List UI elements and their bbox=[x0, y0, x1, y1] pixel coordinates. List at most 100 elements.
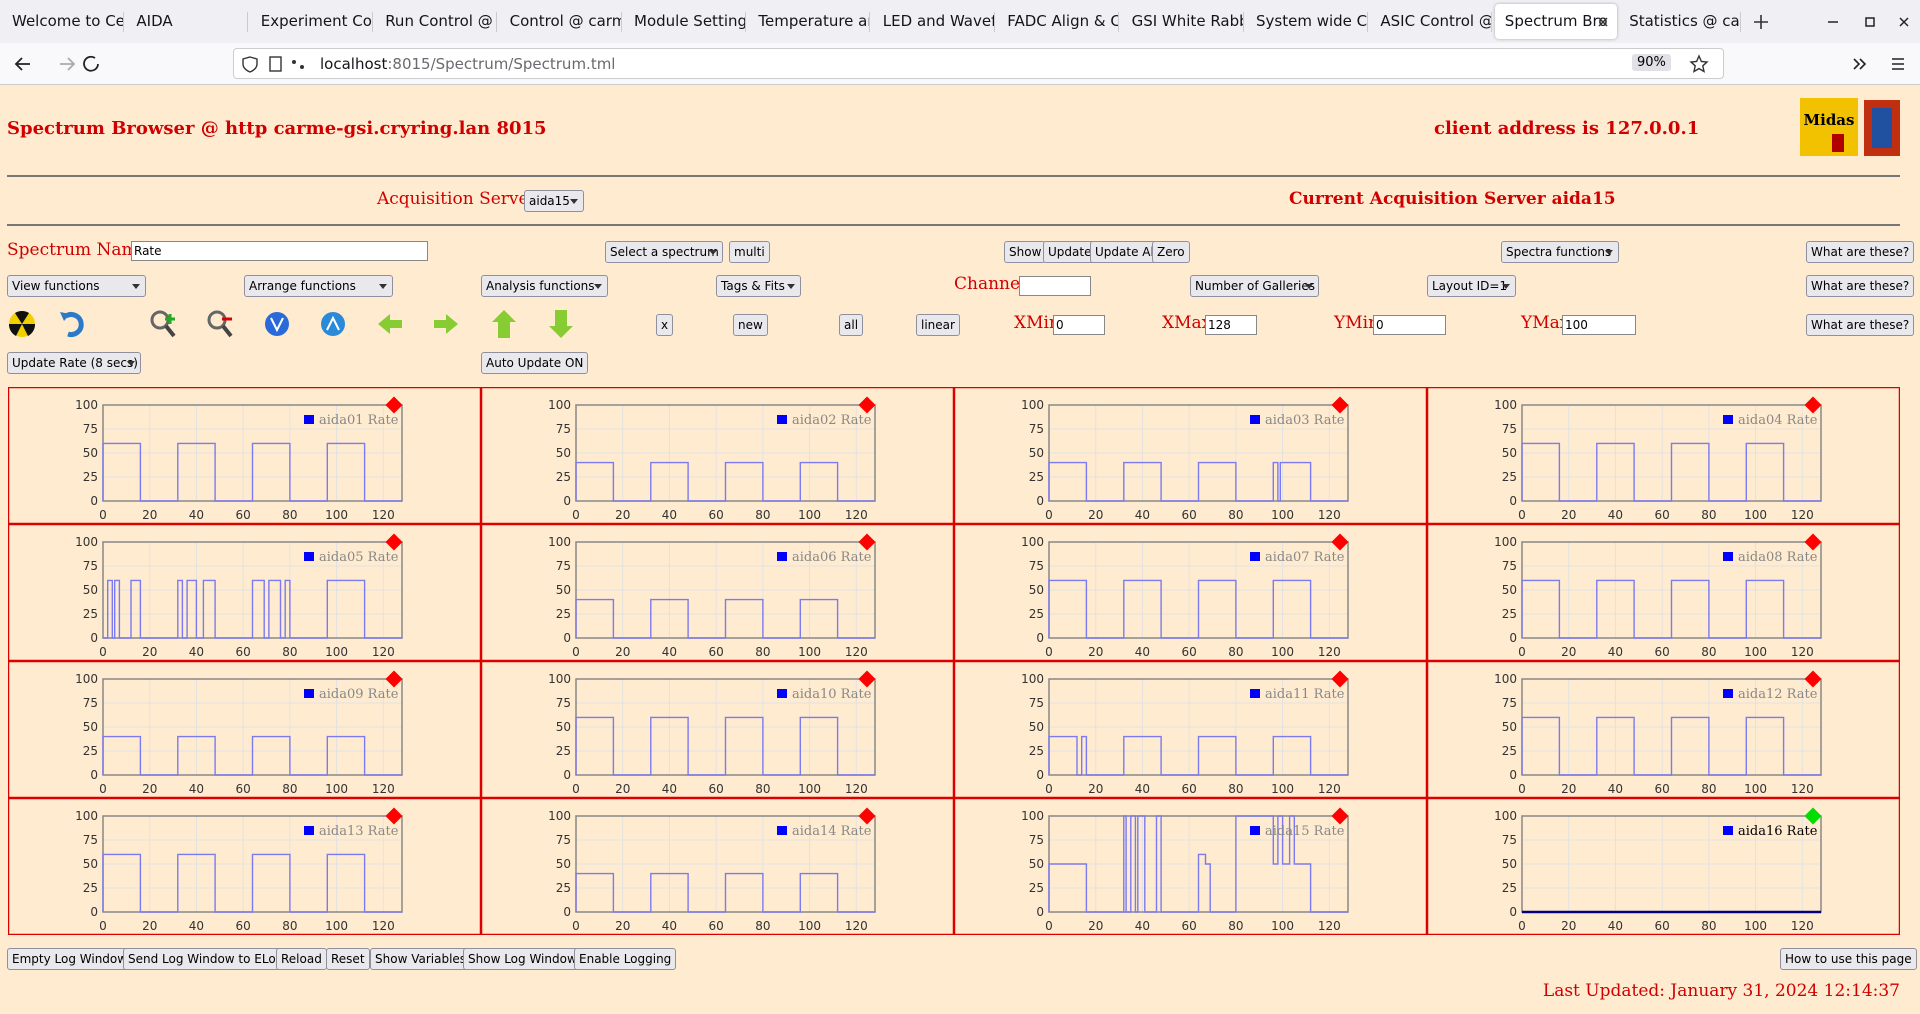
window-controls[interactable] bbox=[1748, 8, 1920, 36]
bookmark-star[interactable] bbox=[1689, 54, 1709, 74]
zero-button[interactable]: Zero bbox=[1152, 241, 1190, 263]
browser-tab[interactable]: FADC Align & C bbox=[997, 4, 1120, 39]
x-tick-label: 120 bbox=[1791, 645, 1814, 659]
help-button[interactable]: What are these? bbox=[1806, 241, 1915, 263]
browser-tab[interactable]: LED and Wavef bbox=[873, 4, 995, 39]
x-tick-label: 0 bbox=[1045, 645, 1053, 659]
browser-tab[interactable]: Control @ carm bbox=[500, 4, 622, 39]
y-tick-label: 100 bbox=[75, 535, 98, 549]
x-tick-label: 60 bbox=[1182, 782, 1197, 796]
footer-button[interactable]: Reload bbox=[276, 948, 327, 970]
browser-tab[interactable]: Temperature an bbox=[748, 4, 871, 39]
browser-tab[interactable]: Experiment Con bbox=[251, 4, 373, 39]
footer-button[interactable]: Empty Log Window bbox=[7, 948, 133, 970]
browser-tab[interactable]: ASIC Control @ bbox=[1370, 4, 1493, 39]
data-line bbox=[102, 735, 402, 776]
x-tick-label: 60 bbox=[1655, 919, 1670, 933]
ymin-input[interactable]: 0 bbox=[1373, 315, 1446, 335]
auto-update-button[interactable]: Auto Update ON bbox=[481, 352, 589, 374]
cell-border bbox=[481, 661, 954, 798]
y-tick-label: 100 bbox=[1494, 535, 1517, 549]
xmax-input[interactable]: 128 bbox=[1205, 315, 1257, 335]
y-tick-label: 100 bbox=[75, 398, 98, 412]
select-spectrum[interactable]: Select a spectrum bbox=[605, 241, 723, 263]
tool-icons[interactable] bbox=[0, 306, 600, 342]
footer-button[interactable]: Show Variables bbox=[370, 948, 472, 970]
x-tick-label: 120 bbox=[1318, 782, 1341, 796]
x-tick-label: 0 bbox=[572, 919, 580, 933]
tags-fits[interactable]: Tags & Fits bbox=[716, 275, 801, 297]
y-tick-label: 100 bbox=[1021, 672, 1044, 686]
y-tick-label: 50 bbox=[1029, 857, 1044, 871]
browser-tab[interactable]: AIDA bbox=[126, 4, 249, 39]
browser-tab[interactable]: Module Setting bbox=[624, 4, 746, 39]
x-button[interactable]: x bbox=[656, 314, 674, 336]
multi-button[interactable]: multi bbox=[729, 241, 770, 263]
x-tick-label: 0 bbox=[1518, 919, 1526, 933]
data-line bbox=[1048, 579, 1348, 639]
xmin-input[interactable]: 0 bbox=[1053, 315, 1105, 335]
chart: 0 25 50 75 100 0 20 40 60 80 100 120 aida11 Rate bbox=[954, 661, 1427, 798]
show-button[interactable]: Show bbox=[1004, 241, 1047, 263]
y-tick-label: 0 bbox=[1036, 768, 1044, 782]
nav-buttons[interactable] bbox=[8, 51, 108, 77]
browser-tab[interactable]: System wide Ch bbox=[1246, 4, 1368, 39]
footer-button[interactable]: Show Log Window bbox=[463, 948, 582, 970]
arrange-functions[interactable]: Arrange functions bbox=[244, 275, 393, 297]
x-tick-label: 20 bbox=[1088, 782, 1103, 796]
linear-button[interactable]: linear bbox=[916, 314, 960, 336]
x-tick-label: 60 bbox=[236, 782, 251, 796]
cell-border bbox=[8, 524, 481, 661]
footer-button[interactable]: Reset bbox=[326, 948, 370, 970]
browser-tab[interactable]: GSI White Rabb bbox=[1122, 4, 1244, 39]
y-tick-label: 75 bbox=[83, 696, 98, 710]
legend-swatch bbox=[1723, 552, 1733, 561]
x-tick-label: 40 bbox=[662, 782, 677, 796]
status-indicator bbox=[385, 670, 403, 688]
galleries-select[interactable]: Number of Galleries bbox=[1190, 275, 1319, 297]
toolbar-menu[interactable] bbox=[1848, 51, 1918, 77]
ymax-input[interactable]: 100 bbox=[1562, 315, 1636, 335]
x-tick-label: 20 bbox=[615, 508, 630, 522]
spectra-functions[interactable]: Spectra functions bbox=[1501, 241, 1619, 263]
browser-tab[interactable]: Statistics @ car bbox=[1619, 4, 1742, 39]
y-tick-label: 50 bbox=[1502, 857, 1517, 871]
y-tick-label: 0 bbox=[90, 768, 98, 782]
new-button[interactable]: new bbox=[733, 314, 768, 336]
cell-border bbox=[8, 661, 481, 798]
x-tick-label: 100 bbox=[798, 919, 821, 933]
legend-swatch bbox=[777, 689, 787, 698]
layout-select[interactable]: Layout ID=1 bbox=[1427, 275, 1516, 297]
help-button[interactable]: What are these? bbox=[1806, 275, 1915, 297]
footer-button[interactable]: Enable Logging bbox=[574, 948, 677, 970]
x-tick-label: 80 bbox=[282, 919, 297, 933]
update-all-button[interactable]: Update All bbox=[1090, 241, 1163, 263]
y-tick-label: 75 bbox=[83, 559, 98, 573]
update-rate[interactable]: Update Rate (8 secs) bbox=[7, 352, 141, 374]
how-to-button[interactable]: How to use this page bbox=[1780, 948, 1917, 970]
y-tick-label: 0 bbox=[1509, 631, 1517, 645]
y-tick-label: 50 bbox=[83, 720, 98, 734]
server-select[interactable]: aida15 bbox=[524, 190, 584, 212]
x-tick-label: 60 bbox=[236, 508, 251, 522]
zoom-level[interactable]: 90% bbox=[1632, 54, 1671, 71]
browser-tab[interactable]: Spectrum Bro bbox=[1494, 4, 1617, 39]
status-indicator bbox=[1804, 670, 1822, 688]
cell-border bbox=[481, 524, 954, 661]
help-button[interactable]: What are these? bbox=[1806, 314, 1915, 336]
legend-label: aida09 Rate bbox=[319, 687, 399, 702]
x-tick-label: 80 bbox=[1701, 508, 1716, 522]
update-button[interactable]: Update bbox=[1043, 241, 1097, 263]
browser-tab[interactable]: Welcome to Ce bbox=[2, 4, 124, 39]
url-bar[interactable]: localhost:8015/Spectrum/Spectrum.tml 90% bbox=[233, 48, 1724, 79]
analysis-functions[interactable]: Analysis functions bbox=[481, 275, 608, 297]
all-button[interactable]: all bbox=[839, 314, 864, 336]
x-tick-label: 80 bbox=[755, 508, 770, 522]
spectrum-name-input[interactable]: Rate bbox=[131, 241, 428, 261]
footer-button[interactable]: Send Log Window to ELog bbox=[123, 948, 289, 970]
view-functions[interactable]: View functions bbox=[7, 275, 146, 297]
browser-tab[interactable]: Run Control @ bbox=[375, 4, 498, 39]
channel-input[interactable] bbox=[1019, 276, 1091, 296]
legend-swatch bbox=[1723, 415, 1733, 424]
y-tick-label: 100 bbox=[548, 672, 571, 686]
